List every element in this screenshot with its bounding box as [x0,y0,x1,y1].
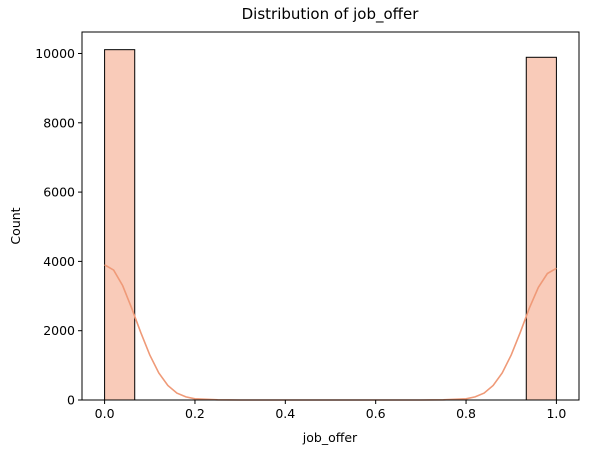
x-axis-label: job_offer [302,430,358,445]
x-tick-label: 0.6 [366,406,386,421]
y-tick-label: 0 [67,393,75,408]
y-axis-label: Count [8,207,23,244]
y-tick-label: 4000 [43,254,75,269]
kde-line [104,264,557,401]
x-tick-label: 1.0 [546,406,566,421]
y-tick-label: 6000 [43,185,75,200]
axes-frame [81,31,580,401]
histogram-bar-0 [104,49,136,401]
y-tick-label: 2000 [43,323,75,338]
plot-area: 0.0 0.2 0.4 0.6 0.8 1.0 0 2000 4000 6000 8000 10000 [35,31,580,421]
x-tick-label: 0.4 [275,406,295,421]
y-tick-label: 8000 [43,115,75,130]
y-tick-label: 10000 [35,46,75,61]
x-tick-label: 0.8 [456,406,476,421]
x-tick-label: 0.2 [185,406,205,421]
chart-title: Distribution of job_offer [242,5,420,24]
x-tick-label: 0.0 [95,406,115,421]
histogram-bar-1 [525,56,557,401]
